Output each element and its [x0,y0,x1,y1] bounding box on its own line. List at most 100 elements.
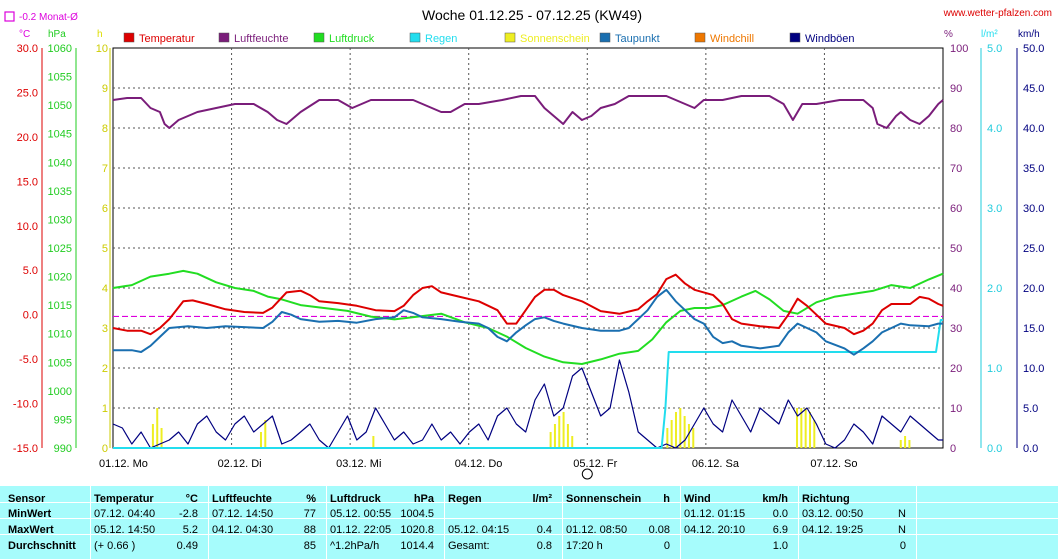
pressure-line [112,269,944,365]
temperature-axis-tick: -10.0 [13,399,38,411]
sunshine-bar [808,412,811,448]
wind-axis-tick: 40.0 [1023,123,1044,135]
legend-swatch [694,32,706,43]
stats-cell-value: 1004.5 [400,508,434,520]
wind-axis-tick: 45.0 [1023,83,1044,95]
statistics-table: Sensor Temperatur °C Luftfeuchte% Luftdruck h… [0,486,1058,559]
sunshine-bar [666,428,669,448]
axis-unit-wind: km/h [1018,29,1040,40]
rain-axis-tick: 3.0 [987,203,1002,215]
pressure-axis-tick: 1015 [48,300,72,312]
sunshine-bar [813,420,816,448]
humidity-line [112,95,944,129]
humidity-axis-tick: 0 [950,443,956,455]
sunshine-bar [264,420,267,448]
table-column-divider [444,486,445,559]
stats-cell-value: 1.0 [772,540,788,552]
sunshine-bar [372,436,375,448]
stats-header-dir: Richtung [802,493,850,505]
pressure-axis-tick: 990 [54,443,72,455]
stats-header-wind: Wind [684,493,711,505]
x-axis-day-label: 07.12. So [810,458,857,470]
legend-label: Windchill [710,33,754,45]
stats-cell-time: 07.12. 14:50 [212,508,274,520]
rain-axis-tick: 1.0 [987,363,1002,375]
stats-cell-value: 85 [303,540,316,552]
stats-cell-value: 5.2 [182,524,198,536]
legend-swatch [789,32,801,43]
sunshine-axis-tick: 4 [102,283,108,295]
stats-cell-time: 01.12. 08:50 [566,524,628,536]
legend-swatch [504,32,516,43]
x-axis-day-label: 03.12. Mi [336,458,381,470]
stats-header-rain: Regen [448,493,482,505]
rain-axis-tick: 0.0 [987,443,1002,455]
humidity-axis-tick: 20 [950,363,962,375]
wind-axis-tick: 10.0 [1023,363,1044,375]
sunshine-axis-tick: 5 [102,243,108,255]
table-column-divider [916,486,917,559]
x-axis-day-label: 06.12. Sa [692,458,740,470]
legend-swatch [313,32,325,43]
stats-cell-value: 6.9 [772,524,788,536]
stats-cell-time: Gesamt: [448,540,490,552]
legend-swatch [409,32,421,43]
sunshine-bar [679,408,682,448]
pressure-axis-tick: 1020 [48,272,72,284]
stats-cell-value: 1014.4 [400,540,434,552]
sunshine-bar [571,436,574,448]
pressure-axis-tick: 995 [54,414,72,426]
sunshine-bar [151,424,154,448]
sunshine-bar [908,440,911,448]
sunshine-bar [156,408,159,448]
stats-cell-time: 04.12. 19:25 [802,524,864,536]
chart-grid [112,47,944,449]
stats-cell-value: 0.49 [176,540,198,552]
x-axis-day-label: 05.12. Fr [573,458,617,470]
sunshine-axis-tick: 0 [102,443,108,455]
stats-cell-value: N [898,508,906,520]
legend-swatch [123,32,135,43]
pressure-axis-tick: 1055 [48,72,72,84]
sunshine-bar [674,412,677,448]
sunshine-axis-tick: 2 [102,363,108,375]
stats-cell-time: 17:20 h [566,540,603,552]
stats-row-label: MinWert [8,508,52,520]
legend-swatch [599,32,611,43]
stats-cell-time: 01.12. 22:05 [330,524,392,536]
table-column-divider [798,486,799,559]
sunshine-bar [566,424,569,448]
sunshine-axis-tick: 3 [102,323,108,335]
wind-axis-tick: 0.0 [1023,443,1038,455]
stats-cell-time: 03.12. 00:50 [802,508,864,520]
sunshine-bar [904,436,907,448]
sunshine-bar [160,428,163,448]
legend-label: Taupunkt [615,33,660,45]
pressure-axis-tick: 1050 [48,100,72,112]
sunshine-bar [683,416,686,448]
stats-header-press: Luftdruck [330,493,381,505]
stats-header-sensor: Sensor [8,493,46,505]
stats-header-unit-rain: l/m² [532,493,552,505]
sunshine-axis-tick: 8 [102,123,108,135]
stats-cell-value: N [898,524,906,536]
wind-axis-tick: 5.0 [1023,403,1038,415]
stats-cell-value: 1020.8 [400,524,434,536]
legend-label: Luftfeuchte [234,33,288,45]
stats-cell-time: ^1.2hPa/h [330,540,380,552]
pressure-axis-tick: 1040 [48,157,72,169]
legend-label: Regen [425,33,457,45]
sunshine-bar [692,428,695,448]
chart-axes: °C hPa h% l/m² km/h30.025.020.015.010.05.00.… [13,29,1044,480]
rain-axis-tick: 2.0 [987,283,1002,295]
wind-gust-line [112,359,943,449]
sunshine-bar [558,416,561,448]
dewpoint-line [113,288,943,356]
stats-header-unit-hum: % [306,493,316,505]
stats-header-sun: Sonnenschein [566,493,642,505]
stats-cell-value: 77 [303,508,316,520]
humidity-axis-tick: 50 [950,243,962,255]
stats-cell-value: 0.4 [536,524,552,536]
site-link[interactable]: www.wetter-pfalzen.com [943,8,1052,19]
month-avg-legend-swatch [4,11,15,22]
